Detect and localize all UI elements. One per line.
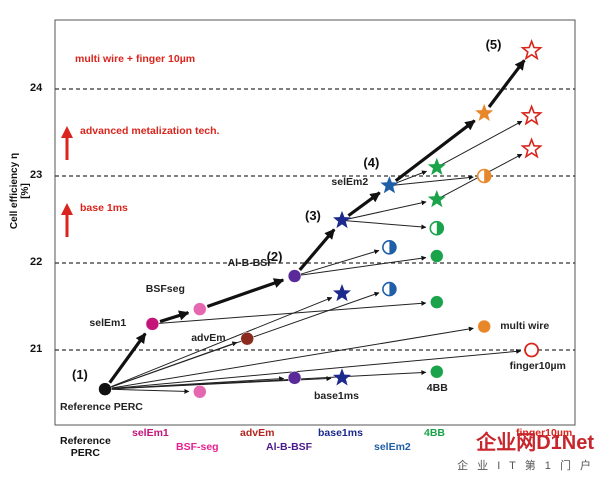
main-path-arrow [394,119,476,182]
category-label: advEm [240,427,275,439]
progression-arrow [341,200,427,221]
category-label: base1ms [318,427,363,439]
data-point-base_m [333,284,351,302]
y-tick-label: 24 [30,82,43,94]
stage-label: (1) [72,367,88,383]
data-point-mw_h [476,168,492,184]
point-label-selEm1: selEm1 [89,316,127,329]
data-point-bb_c1 [430,249,444,263]
data-point-base_d [333,368,351,386]
y-axis-title: Cell efficiency η [%] [9,152,31,230]
plot-frame [54,19,576,426]
progression-arrow [436,120,523,168]
point-label-bb_c3: 4BB [426,381,448,394]
category-label: selEm2 [374,441,411,453]
category-label: 4BB [424,427,446,439]
stage-label: (5) [485,36,502,52]
point-label-albbsf_u: Al-B-BSF [227,257,274,270]
data-point-advEm [240,331,254,346]
progression-arrow [104,326,474,390]
point-label-bsfseg_u: BSFseg [145,283,185,296]
point-label-mw_c: multi wire [500,319,550,332]
progression-arrow [294,255,427,277]
main-path-arrow [487,59,526,108]
data-point-base_3 [333,210,351,229]
data-point-f_s5 [520,38,543,61]
stage-label: (3) [305,208,321,224]
data-point-ref [98,382,112,396]
data-point-bb_s2 [427,190,446,208]
progression-arrow [104,348,522,390]
y-tick-label: 21 [30,343,43,355]
category-label: selEm1 [132,427,169,439]
point-label-f_c: finger10µm [509,360,566,372]
data-point-selEm2_h1 [382,240,397,255]
data-point-bsfseg_u [193,302,207,316]
data-point-selEm1 [145,317,160,331]
data-point-selEm2_h2 [382,281,397,297]
annotation-top: multi wire + finger 10µm [75,53,196,65]
data-point-albbsf_u [287,269,302,283]
watermark-logo: 企业网D1Net [476,432,594,454]
watermark-tagline: 企 业 I T 第 1 门 户 [457,460,594,472]
annotation-mid: advanced metalization tech. [80,125,220,137]
data-point-mw_c [477,319,491,334]
point-label-ref: Reference PERC [60,401,143,414]
data-point-bb_c3 [430,365,444,379]
y-tick-label: 23 [30,169,43,181]
progression-arrow [341,219,427,230]
data-point-bb_c2 [430,295,444,309]
stage-label: (4) [363,154,380,170]
main-path-arrow [206,278,285,308]
category-label: Al-B-BSF [266,441,313,453]
main-path-arrow [347,191,381,217]
progression-arrow [104,388,190,394]
progression-arrow [152,300,427,325]
stage-label: (2) [266,249,283,265]
data-point-f_s2 [520,137,543,159]
progression-arrow [389,175,474,187]
data-point-f_s1 [520,104,543,126]
main-path-arrow [159,310,190,324]
data-point-bsfseg_d [193,385,207,399]
point-label-advEm: advEm [191,331,226,344]
progression-arrow [294,249,380,277]
category-label: BSF-seg [176,441,219,453]
category-label: Reference PERC [60,435,111,459]
main-path-arrow [108,332,147,384]
data-point-mw_s [475,103,494,121]
data-point-selEm2_4 [380,176,399,194]
data-point-albbsf_d [287,371,302,385]
point-label-base_d: base1ms [314,389,359,402]
data-point-bb_h [429,220,445,236]
progression-arrow [104,370,427,390]
data-point-bb_s1 [427,157,446,175]
main-path-arrow [298,228,336,271]
category-label: finger10µm [516,427,573,439]
point-label-selEm2_4: selEm2 [331,175,369,188]
annotation-low: base 1ms [80,202,128,214]
y-tick-label: 22 [30,256,43,268]
data-point-f_c [524,342,539,358]
